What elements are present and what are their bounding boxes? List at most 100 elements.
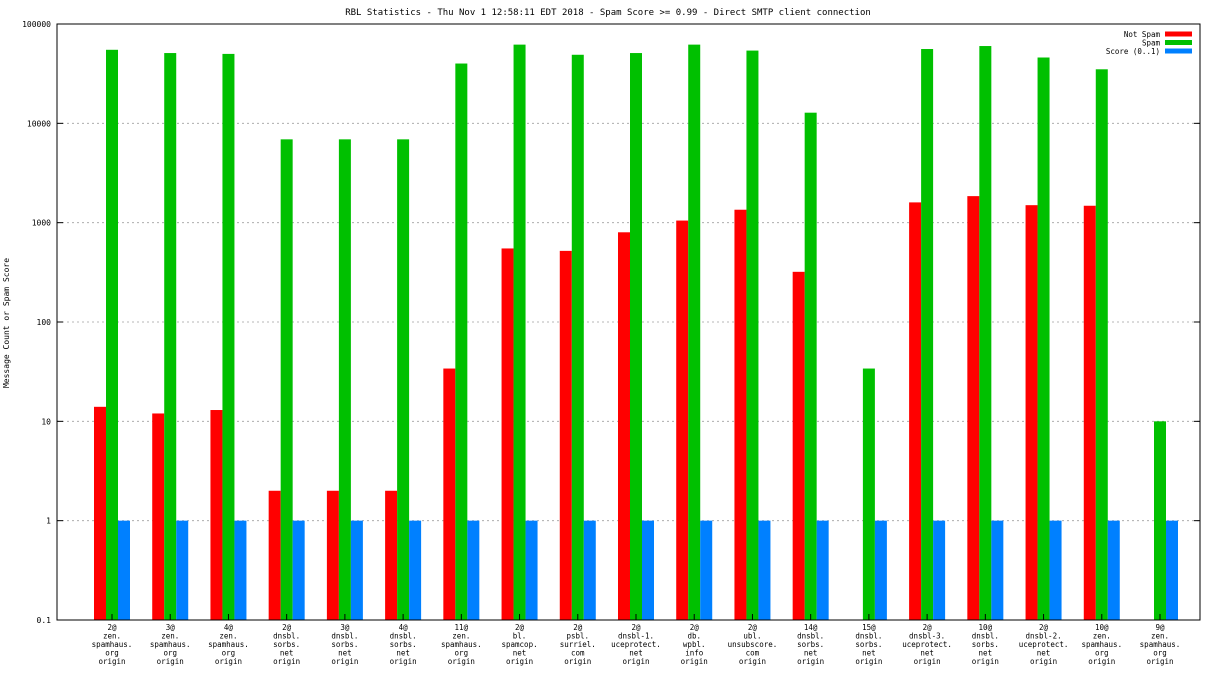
x-tick-label: origin <box>914 657 941 666</box>
bar-spam <box>630 53 642 620</box>
x-tick-label: origin <box>622 657 649 666</box>
bar-not-spam <box>618 232 630 620</box>
bar-score-0-1 <box>1166 520 1178 620</box>
x-tick-label: 10@ <box>1095 623 1109 632</box>
x-tick-label: com <box>746 649 760 658</box>
bar-spam <box>688 44 701 620</box>
bar-not-spam <box>268 490 281 620</box>
bar-spam <box>921 49 934 621</box>
chart-title: RBL Statistics - Thu Nov 1 12:58:11 EDT … <box>345 8 871 18</box>
x-tick-label: origin <box>448 657 475 666</box>
x-tick-label: org <box>105 649 119 658</box>
bar-spam <box>571 54 584 620</box>
x-tick-label: org <box>1095 649 1109 658</box>
x-tick-label: uceprotect. <box>902 640 952 649</box>
x-tick-label: dnsbl-3. <box>909 632 945 641</box>
bar-score-0-1 <box>350 520 363 620</box>
bar-not-spam <box>1083 205 1096 620</box>
x-tick-label: dnsbl. <box>797 632 824 641</box>
x-tick-label: 2@ <box>748 623 758 632</box>
x-tick-label: zen. <box>452 632 470 641</box>
bar-not-spam <box>152 413 165 620</box>
x-tick-label: net <box>1037 649 1051 658</box>
x-tick-label: 2@ <box>515 623 525 632</box>
y-tick-label: 10 <box>41 417 51 426</box>
bar-spam <box>746 50 759 621</box>
x-tick-label: net <box>804 649 818 658</box>
x-tick-label: sorbs. <box>390 640 417 649</box>
bar-score-0-1 <box>933 520 946 620</box>
x-tick-label: 4@ <box>399 623 409 632</box>
bar-spam <box>862 368 875 620</box>
x-tick-label: com <box>571 649 585 658</box>
bar-not-spam <box>967 196 980 620</box>
x-tick-label: unsubscore. <box>728 640 778 649</box>
x-tick-label: origin <box>215 657 242 666</box>
legend-swatch <box>1165 31 1192 37</box>
x-tick-label: spamhaus. <box>208 640 249 649</box>
bar-not-spam <box>792 271 805 620</box>
bar-score-0-1 <box>234 520 247 620</box>
x-tick-label: origin <box>273 657 300 666</box>
x-tick-label: info <box>685 649 704 658</box>
bar-score-0-1 <box>1049 520 1062 620</box>
x-tick-label: origin <box>855 657 882 666</box>
bar-not-spam <box>501 248 514 620</box>
x-tick-label: origin <box>564 657 591 666</box>
x-tick-label: net <box>280 649 294 658</box>
x-tick-label: origin <box>157 657 184 666</box>
x-tick-label: zen. <box>161 632 179 641</box>
y-axis-label: Message Count or Spam Score <box>2 258 11 388</box>
x-tick-label: dnsbl-2. <box>1025 632 1061 641</box>
x-tick-label: sorbs. <box>273 640 300 649</box>
bar-spam <box>1095 69 1108 620</box>
y-tick-label: 100000 <box>22 20 51 29</box>
bar-spam <box>1154 421 1166 620</box>
x-tick-label: 2@ <box>923 623 933 632</box>
x-tick-label: 2@ <box>631 623 641 632</box>
bar-score-0-1 <box>467 520 480 620</box>
bar-spam <box>280 139 293 620</box>
x-tick-label: surriel. <box>560 640 596 649</box>
x-tick-label: origin <box>98 657 125 666</box>
x-tick-label: 10@ <box>979 623 993 632</box>
y-tick-label: 1000 <box>32 219 51 228</box>
x-tick-label: org <box>455 649 469 658</box>
x-tick-label: sorbs. <box>855 640 882 649</box>
x-tick-label: net <box>920 649 934 658</box>
x-tick-label: spamhaus. <box>441 640 482 649</box>
x-tick-label: origin <box>1088 657 1115 666</box>
x-tick-label: zen. <box>1151 632 1169 641</box>
bar-score-0-1 <box>758 520 771 620</box>
x-tick-label: origin <box>972 657 999 666</box>
bar-score-0-1 <box>583 520 596 620</box>
x-tick-label: 2@ <box>282 623 292 632</box>
x-tick-label: uceprotect. <box>611 640 661 649</box>
x-tick-label: spamhaus. <box>150 640 191 649</box>
x-tick-label: 2@ <box>573 623 583 632</box>
y-tick-label: 10000 <box>27 119 51 128</box>
x-tick-label: net <box>979 649 993 658</box>
x-tick-label: origin <box>797 657 824 666</box>
x-tick-label: dnsbl. <box>331 632 358 641</box>
bar-not-spam <box>326 490 339 620</box>
bar-not-spam <box>94 406 106 620</box>
x-tick-label: dnsbl. <box>855 632 882 641</box>
x-tick-label: origin <box>1146 657 1173 666</box>
x-tick-label: org <box>163 649 177 658</box>
x-tick-label: 2@ <box>690 623 700 632</box>
x-tick-label: 3@ <box>340 623 350 632</box>
x-tick-label: dnsbl. <box>273 632 300 641</box>
bar-spam <box>1037 57 1050 620</box>
bar-score-0-1 <box>874 520 887 620</box>
x-tick-label: origin <box>506 657 533 666</box>
x-tick-label: sorbs. <box>797 640 824 649</box>
bar-not-spam <box>1025 205 1038 621</box>
bar-spam <box>164 53 177 620</box>
bar-spam <box>106 49 118 620</box>
bar-score-0-1 <box>176 520 189 620</box>
x-tick-label: sorbs. <box>972 640 999 649</box>
bar-spam <box>338 139 351 620</box>
x-tick-label: dnsbl. <box>390 632 417 641</box>
